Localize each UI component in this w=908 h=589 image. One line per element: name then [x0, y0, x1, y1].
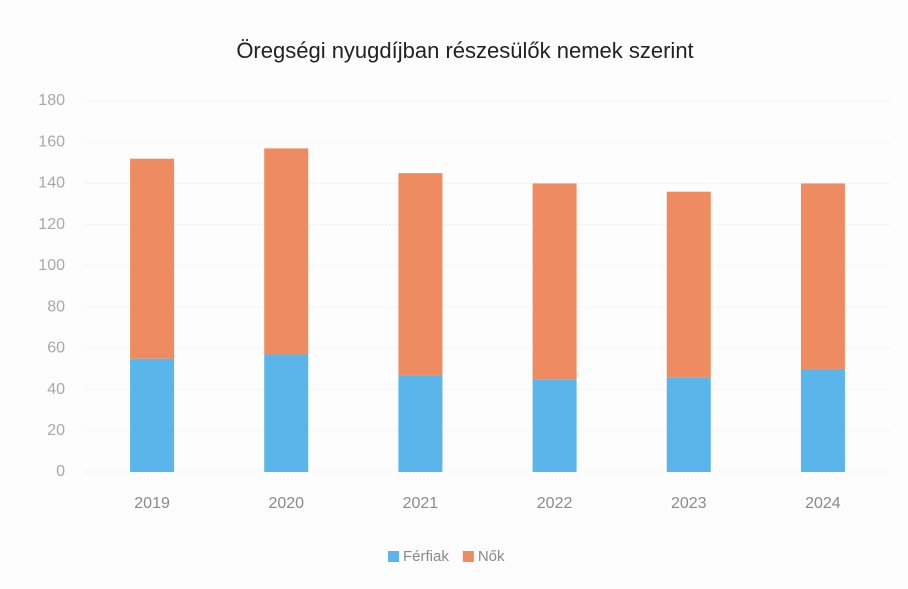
legend-swatch — [388, 551, 399, 562]
x-tick-label: 2019 — [134, 495, 170, 512]
y-tick-label: 160 — [38, 133, 65, 150]
y-tick-label: 60 — [47, 340, 65, 357]
bar-segment — [264, 354, 309, 472]
y-tick-label: 20 — [47, 422, 65, 439]
bar-segment — [800, 183, 845, 369]
x-tick-label: 2024 — [805, 495, 841, 512]
bar-segment — [130, 158, 175, 359]
chart-title: Öregségi nyugdíjban részesülők nemek sze… — [236, 38, 693, 63]
y-tick-label: 0 — [56, 463, 65, 480]
legend-label: Férfiak — [403, 548, 449, 565]
bar-segment — [532, 183, 577, 380]
x-tick-label: 2022 — [537, 495, 573, 512]
bar-segment — [398, 375, 443, 472]
y-tick-label: 80 — [47, 298, 65, 315]
legend-swatch — [462, 551, 474, 562]
y-tick-label: 180 — [38, 92, 65, 109]
bar-segment — [130, 358, 175, 472]
y-tick-label: 140 — [38, 175, 65, 192]
y-tick-label: 100 — [38, 257, 65, 274]
bar-segment — [800, 368, 845, 472]
bar-segment — [532, 379, 577, 472]
legend-label: Nők — [478, 548, 505, 565]
x-tick-label: 2023 — [671, 495, 707, 512]
x-tick-label: 2020 — [268, 495, 304, 512]
y-tick-label: 40 — [47, 381, 65, 398]
bar-segment — [398, 173, 443, 376]
x-tick-label: 2021 — [403, 495, 439, 512]
bar-segment — [666, 377, 711, 472]
y-tick-label: 120 — [38, 216, 65, 233]
bar-segment — [666, 191, 711, 378]
bar-segment — [264, 148, 309, 355]
